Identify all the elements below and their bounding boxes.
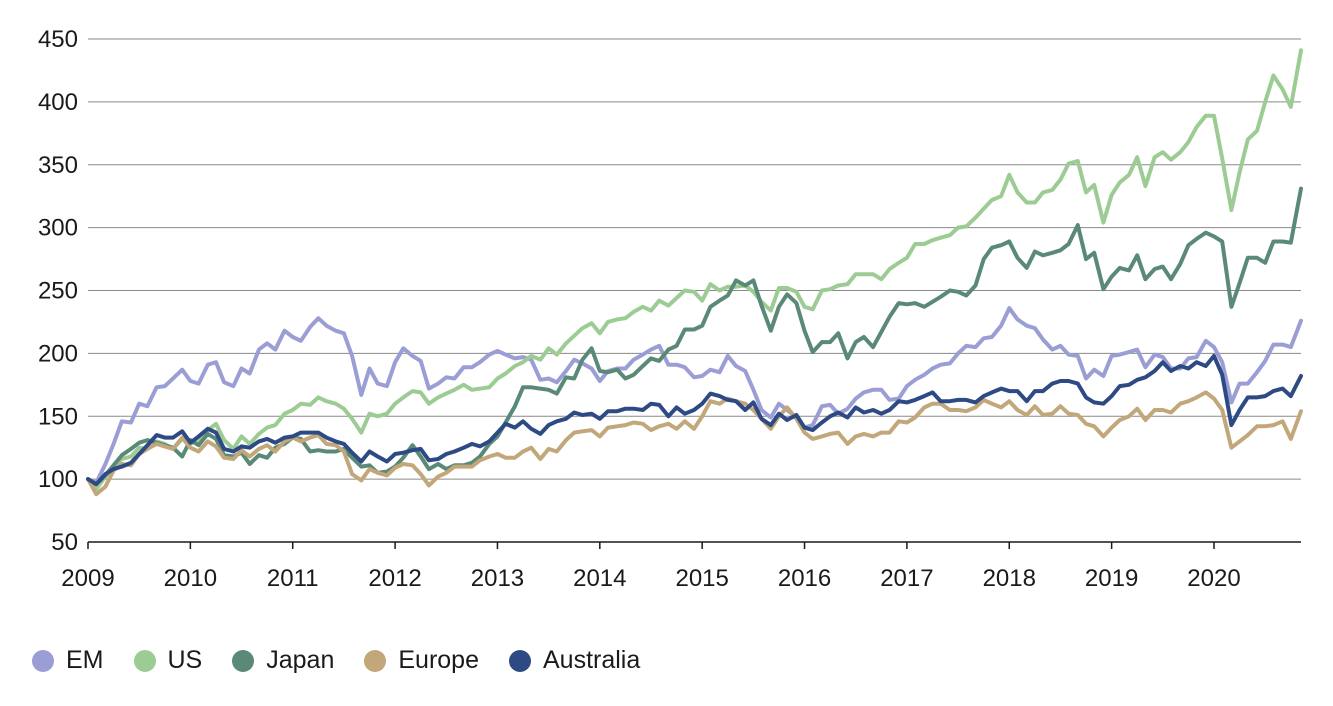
x-axis bbox=[87, 541, 1301, 549]
y-tick-label: 450 bbox=[38, 26, 78, 53]
legend-label: Japan bbox=[266, 646, 335, 674]
y-tick-label: 150 bbox=[38, 403, 78, 430]
y-tick-label: 200 bbox=[38, 340, 78, 367]
legend-swatch-icon bbox=[232, 649, 255, 672]
series-line-australia bbox=[86, 353, 1303, 487]
series-lines bbox=[86, 48, 1303, 497]
legend-label: US bbox=[167, 646, 203, 674]
legend-swatch-icon bbox=[133, 649, 156, 672]
legend-swatch-icon bbox=[508, 649, 531, 672]
legend-label: EM bbox=[66, 646, 104, 674]
x-tick-label: 2016 bbox=[778, 565, 831, 592]
x-tick-label: 2011 bbox=[267, 565, 319, 592]
y-tick-label: 400 bbox=[38, 89, 78, 116]
legend-item-japan: Japan bbox=[232, 646, 334, 675]
x-tick-label: 2009 bbox=[61, 565, 114, 592]
x-tick-label: 2010 bbox=[164, 565, 217, 592]
legend-label: Europe bbox=[398, 646, 479, 674]
x-tick-label: 2017 bbox=[880, 565, 933, 592]
x-axis-tick-labels: 2009 2010 2011 2012 2013 2014 2015 2016 2017 2018… bbox=[61, 565, 1240, 592]
legend-item-us: US bbox=[133, 646, 203, 675]
y-tick-label: 50 bbox=[51, 529, 78, 556]
gridlines bbox=[88, 38, 1301, 480]
legend: EM US Japan Europe Australia bbox=[32, 646, 670, 675]
y-axis-tick-labels: 50 100 150 200 250 300 350 400 450 bbox=[38, 26, 78, 556]
x-tick-label: 2015 bbox=[675, 565, 728, 592]
y-tick-label: 250 bbox=[38, 278, 78, 305]
series-line-europe bbox=[86, 390, 1303, 497]
y-tick-label: 350 bbox=[38, 152, 78, 179]
legend-swatch-icon bbox=[32, 649, 54, 672]
series-line-us bbox=[86, 48, 1303, 492]
x-tick-label: 2012 bbox=[368, 565, 421, 592]
legend-swatch-icon bbox=[364, 649, 387, 672]
legend-item-australia: Australia bbox=[508, 646, 641, 675]
y-tick-label: 300 bbox=[38, 215, 78, 242]
x-tick-label: 2019 bbox=[1085, 565, 1138, 592]
x-tick-label: 2020 bbox=[1187, 565, 1240, 592]
legend-item-em: EM bbox=[32, 646, 104, 675]
y-tick-label: 100 bbox=[38, 466, 78, 493]
x-tick-label: 2014 bbox=[573, 565, 626, 592]
legend-label: Australia bbox=[542, 646, 641, 674]
x-tick-label: 2018 bbox=[983, 565, 1036, 592]
legend-item-europe: Europe bbox=[364, 646, 479, 675]
series-line-em bbox=[86, 306, 1303, 485]
x-tick-label: 2013 bbox=[471, 565, 524, 592]
